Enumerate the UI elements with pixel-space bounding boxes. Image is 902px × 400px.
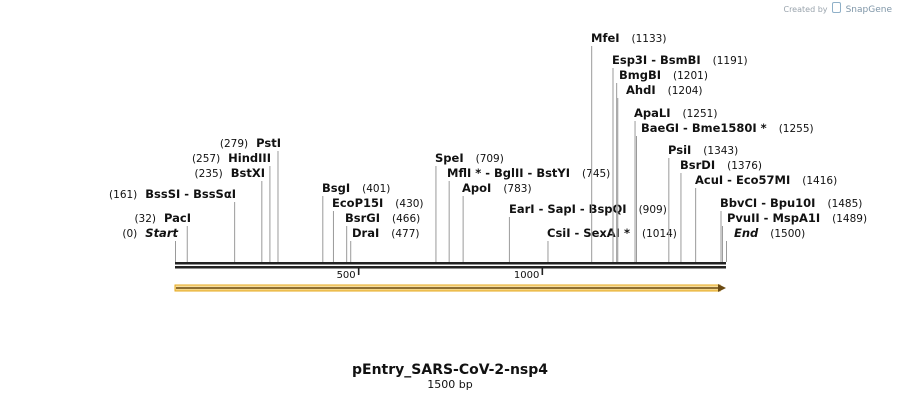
site-position: (1376) — [727, 160, 762, 172]
site-position: (909) — [639, 204, 667, 216]
backbone-bottom-strand — [175, 266, 726, 269]
site-position: (1014) — [642, 228, 677, 240]
plasmid-size: 1500 bp — [427, 378, 472, 391]
site-name: PvuII - MspA1I — [727, 211, 820, 225]
site-name: AcuI - Eco57MI — [695, 173, 790, 187]
restriction-site[interactable]: AhdI (1204) — [626, 83, 703, 97]
site-name: PstI — [256, 136, 281, 150]
site-name: BmgBI — [619, 68, 661, 82]
site-name: PacI — [164, 211, 191, 225]
site-position: (1489) — [832, 213, 867, 225]
site-name: HindIII — [228, 151, 271, 165]
restriction-site[interactable]: (161) BssSI - BssSαI — [109, 187, 236, 201]
credit-brand: SnapGene — [845, 5, 892, 15]
site-position: (745) — [582, 168, 610, 180]
restriction-site[interactable]: ApoI (783) — [462, 181, 532, 195]
feature-arrowhead — [718, 284, 726, 292]
site-position: (161) — [109, 189, 137, 201]
restriction-site[interactable]: (32) PacI — [134, 211, 191, 225]
site-name: BstXI — [231, 166, 265, 180]
site-name: BbvCI - Bpu10I — [720, 196, 815, 210]
site-position: (0) — [122, 228, 137, 240]
axis-tick-label: 1000 — [514, 270, 539, 281]
site-position: (477) — [391, 228, 419, 240]
site-name: ApaLI — [634, 106, 671, 120]
site-position: (466) — [392, 213, 420, 225]
site-position: (401) — [362, 183, 390, 195]
site-position: (1204) — [668, 85, 703, 97]
site-name: SpeI — [435, 151, 464, 165]
site-name: BsgI — [322, 181, 350, 195]
site-position: (1255) — [779, 123, 814, 135]
site-name: BsrDI — [680, 158, 715, 172]
site-name: MfeI — [591, 31, 620, 45]
restriction-site[interactable]: (257) HindIII — [192, 151, 271, 165]
restriction-site[interactable]: DraI (477) — [352, 226, 420, 240]
snapgene-logo-icon — [832, 2, 842, 13]
feature-arrow[interactable] — [174, 284, 726, 292]
site-name: EarI - SapI - BspQI — [509, 202, 627, 216]
restriction-site[interactable]: BsrDI (1376) — [680, 158, 762, 172]
site-position: (257) — [192, 153, 220, 165]
restriction-site[interactable]: CsiI - SexAI * (1014) — [547, 226, 677, 240]
restriction-site[interactable]: ApaLI (1251) — [634, 106, 717, 120]
restriction-site[interactable]: (0) Start — [122, 226, 178, 240]
restriction-site[interactable]: PvuII - MspA1I (1489) — [727, 211, 867, 225]
snapgene-credit: Created by SnapGene — [783, 2, 892, 15]
restriction-site[interactable]: MflI * - BglII - BstYI (745) — [447, 166, 610, 180]
axis-tick-label: 500 — [337, 270, 356, 281]
site-name: End — [734, 226, 759, 240]
site-position: (783) — [503, 183, 531, 195]
restriction-site[interactable]: End (1500) — [734, 226, 805, 240]
restriction-site[interactable]: BmgBI (1201) — [619, 68, 708, 82]
restriction-site[interactable]: SpeI (709) — [435, 151, 504, 165]
site-name: BssSI - BssSαI — [145, 187, 236, 201]
plasmid-name: pEntry_SARS-CoV-2-nsp4 — [352, 362, 548, 378]
site-position: (1133) — [632, 33, 667, 45]
restriction-site[interactable]: (235) BstXI — [195, 166, 266, 180]
site-position: (1201) — [673, 70, 708, 82]
site-name: PsiI — [668, 143, 691, 157]
restriction-site[interactable]: AcuI - Eco57MI (1416) — [695, 173, 837, 187]
site-name: EcoP15I — [332, 196, 383, 210]
site-name: CsiI - SexAI * — [547, 226, 630, 240]
site-position: (430) — [395, 198, 423, 210]
site-name: DraI — [352, 226, 379, 240]
site-position: (235) — [195, 168, 223, 180]
site-position: (1416) — [802, 175, 837, 187]
site-name: BsrGI — [345, 211, 380, 225]
site-position: (279) — [220, 138, 248, 150]
site-position: (709) — [476, 153, 504, 165]
site-position: (1343) — [703, 145, 738, 157]
site-position: (1191) — [713, 55, 748, 67]
restriction-site[interactable]: Esp3I - BsmBI (1191) — [612, 53, 748, 67]
restriction-site[interactable]: BaeGI - Bme1580I * (1255) — [641, 121, 814, 135]
backbone-top-strand — [175, 262, 726, 265]
site-position: (1500) — [770, 228, 805, 240]
restriction-site[interactable]: BsgI (401) — [322, 181, 390, 195]
credit-prefix: Created by — [783, 5, 828, 14]
restriction-site[interactable]: EcoP15I (430) — [332, 196, 424, 210]
site-position: (1485) — [827, 198, 862, 210]
site-name: Start — [145, 226, 178, 240]
restriction-site[interactable]: EarI - SapI - BspQI (909) — [509, 202, 667, 216]
restriction-site[interactable]: PsiI (1343) — [668, 143, 738, 157]
site-name: MflI * - BglII - BstYI — [447, 166, 570, 180]
site-name: BaeGI - Bme1580I * — [641, 121, 767, 135]
site-name: Esp3I - BsmBI — [612, 53, 701, 67]
restriction-site[interactable]: BbvCI - Bpu10I (1485) — [720, 196, 862, 210]
site-position: (1251) — [683, 108, 718, 120]
restriction-site[interactable]: MfeI (1133) — [591, 31, 666, 45]
site-position: (32) — [134, 213, 156, 225]
site-name: AhdI — [626, 83, 656, 97]
restriction-site[interactable]: BsrGI (466) — [345, 211, 420, 225]
site-name: ApoI — [462, 181, 491, 195]
restriction-site[interactable]: (279) PstI — [220, 136, 281, 150]
